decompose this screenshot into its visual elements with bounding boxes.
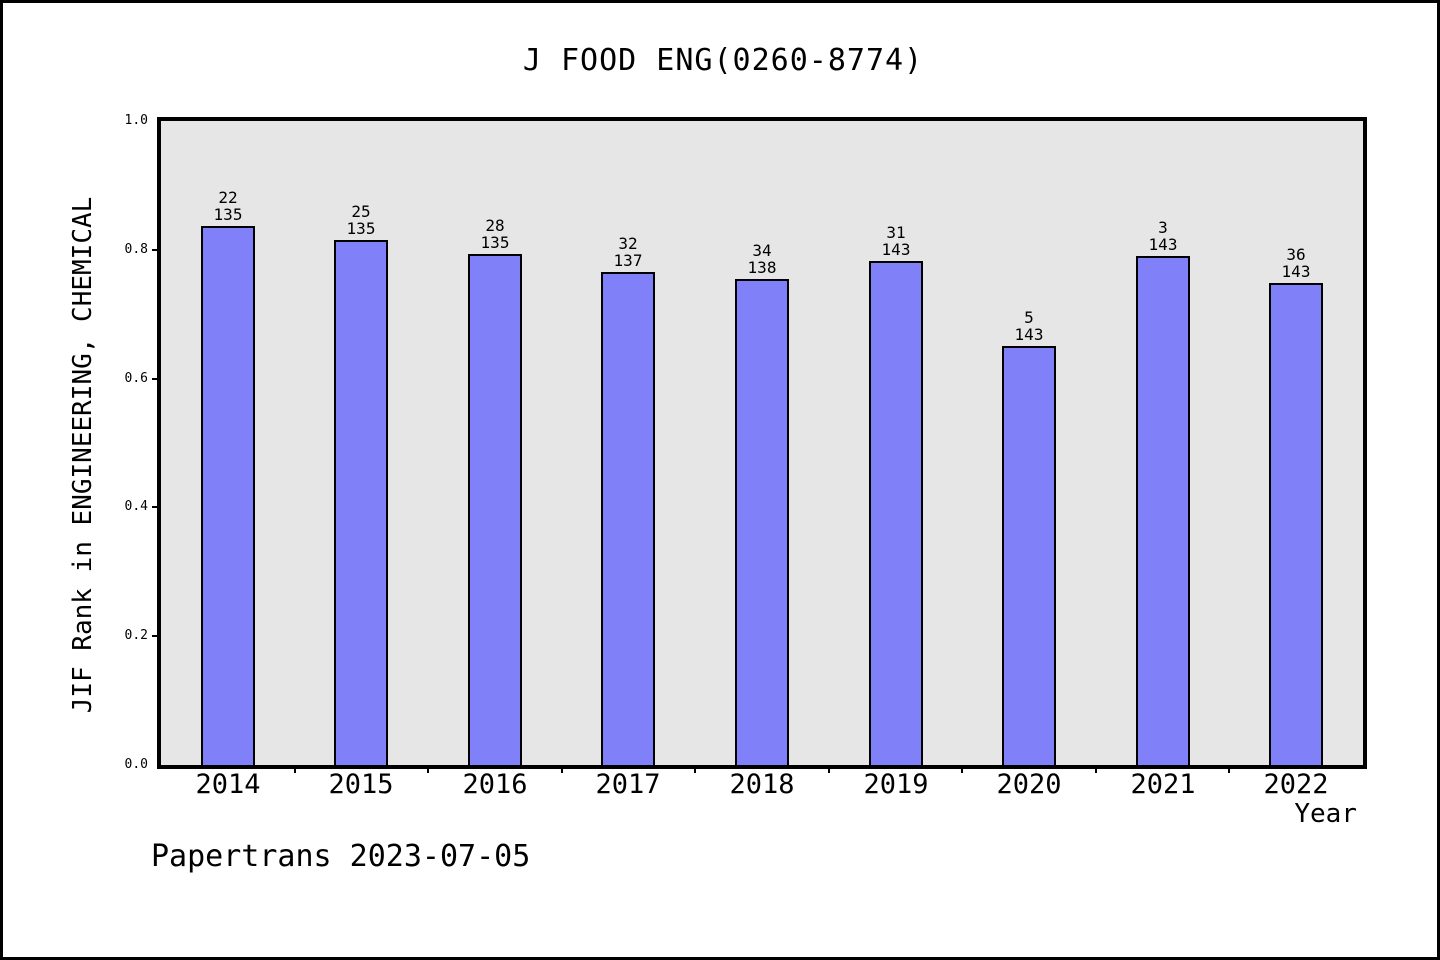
x-tick-label-2019: 2019 bbox=[863, 769, 929, 800]
bar-value-label-2019: 31 143 bbox=[881, 223, 911, 259]
x-minor-tick bbox=[694, 765, 696, 773]
x-axis-title: Year bbox=[1294, 799, 1357, 829]
bar-2021 bbox=[1136, 256, 1190, 765]
bar-2017 bbox=[601, 272, 655, 765]
x-minor-tick bbox=[961, 765, 963, 773]
bar-value-label-2014: 22 135 bbox=[213, 188, 243, 224]
bar-2016 bbox=[468, 254, 522, 765]
y-axis-title: JIF Rank in ENGINEERING, CHEMICAL bbox=[68, 196, 98, 714]
plot-area: 22 135 25 135 28 135 32 137 34 138 31 143 5 14… bbox=[161, 121, 1363, 765]
bar-value-label-2016: 28 135 bbox=[480, 216, 510, 252]
x-minor-tick bbox=[294, 765, 296, 773]
bar-value-label-2020: 5 143 bbox=[1014, 308, 1044, 344]
x-tick-label-2021: 2021 bbox=[1130, 769, 1196, 800]
x-tick-label-2022: 2022 bbox=[1263, 769, 1329, 800]
bar-2015 bbox=[334, 240, 388, 765]
x-tick-label-2014: 2014 bbox=[195, 769, 261, 800]
bar-value-label-2022: 36 143 bbox=[1281, 245, 1311, 281]
x-tick-label-2018: 2018 bbox=[729, 769, 795, 800]
x-tick-label-2016: 2016 bbox=[462, 769, 528, 800]
y-tick-label-0.4: 0.4 bbox=[124, 499, 148, 514]
bar-value-label-2017: 32 137 bbox=[613, 234, 643, 270]
bar-value-label-2015: 25 135 bbox=[346, 202, 376, 238]
footer-note: Papertrans 2023-07-05 bbox=[151, 839, 531, 874]
bar-value-label-2018: 34 138 bbox=[747, 241, 777, 277]
y-tick-label-0.0: 0.0 bbox=[124, 757, 148, 772]
y-tick bbox=[152, 249, 161, 251]
y-tick bbox=[152, 506, 161, 508]
x-minor-tick bbox=[427, 765, 429, 773]
y-tick-label-0.6: 0.6 bbox=[124, 371, 148, 386]
y-tick bbox=[152, 378, 161, 380]
x-minor-tick bbox=[1228, 765, 1230, 773]
bar-value-label-2021: 3 143 bbox=[1148, 218, 1178, 254]
chart-title: J FOOD ENG(0260-8774) bbox=[522, 43, 924, 78]
x-tick-label-2020: 2020 bbox=[996, 769, 1062, 800]
x-tick-label-2015: 2015 bbox=[328, 769, 394, 800]
bar-2022 bbox=[1269, 283, 1323, 765]
bar-2018 bbox=[735, 279, 789, 765]
y-tick-label-1.0: 1.0 bbox=[124, 113, 148, 128]
bar-2020 bbox=[1002, 346, 1056, 765]
x-minor-tick bbox=[1095, 765, 1097, 773]
bar-2014 bbox=[201, 226, 255, 765]
y-tick-label-0.8: 0.8 bbox=[124, 242, 148, 257]
x-minor-tick bbox=[561, 765, 563, 773]
y-tick bbox=[152, 635, 161, 637]
x-tick-label-2017: 2017 bbox=[595, 769, 661, 800]
y-tick-label-0.2: 0.2 bbox=[124, 628, 148, 643]
x-minor-tick bbox=[828, 765, 830, 773]
bar-2019 bbox=[869, 261, 923, 765]
